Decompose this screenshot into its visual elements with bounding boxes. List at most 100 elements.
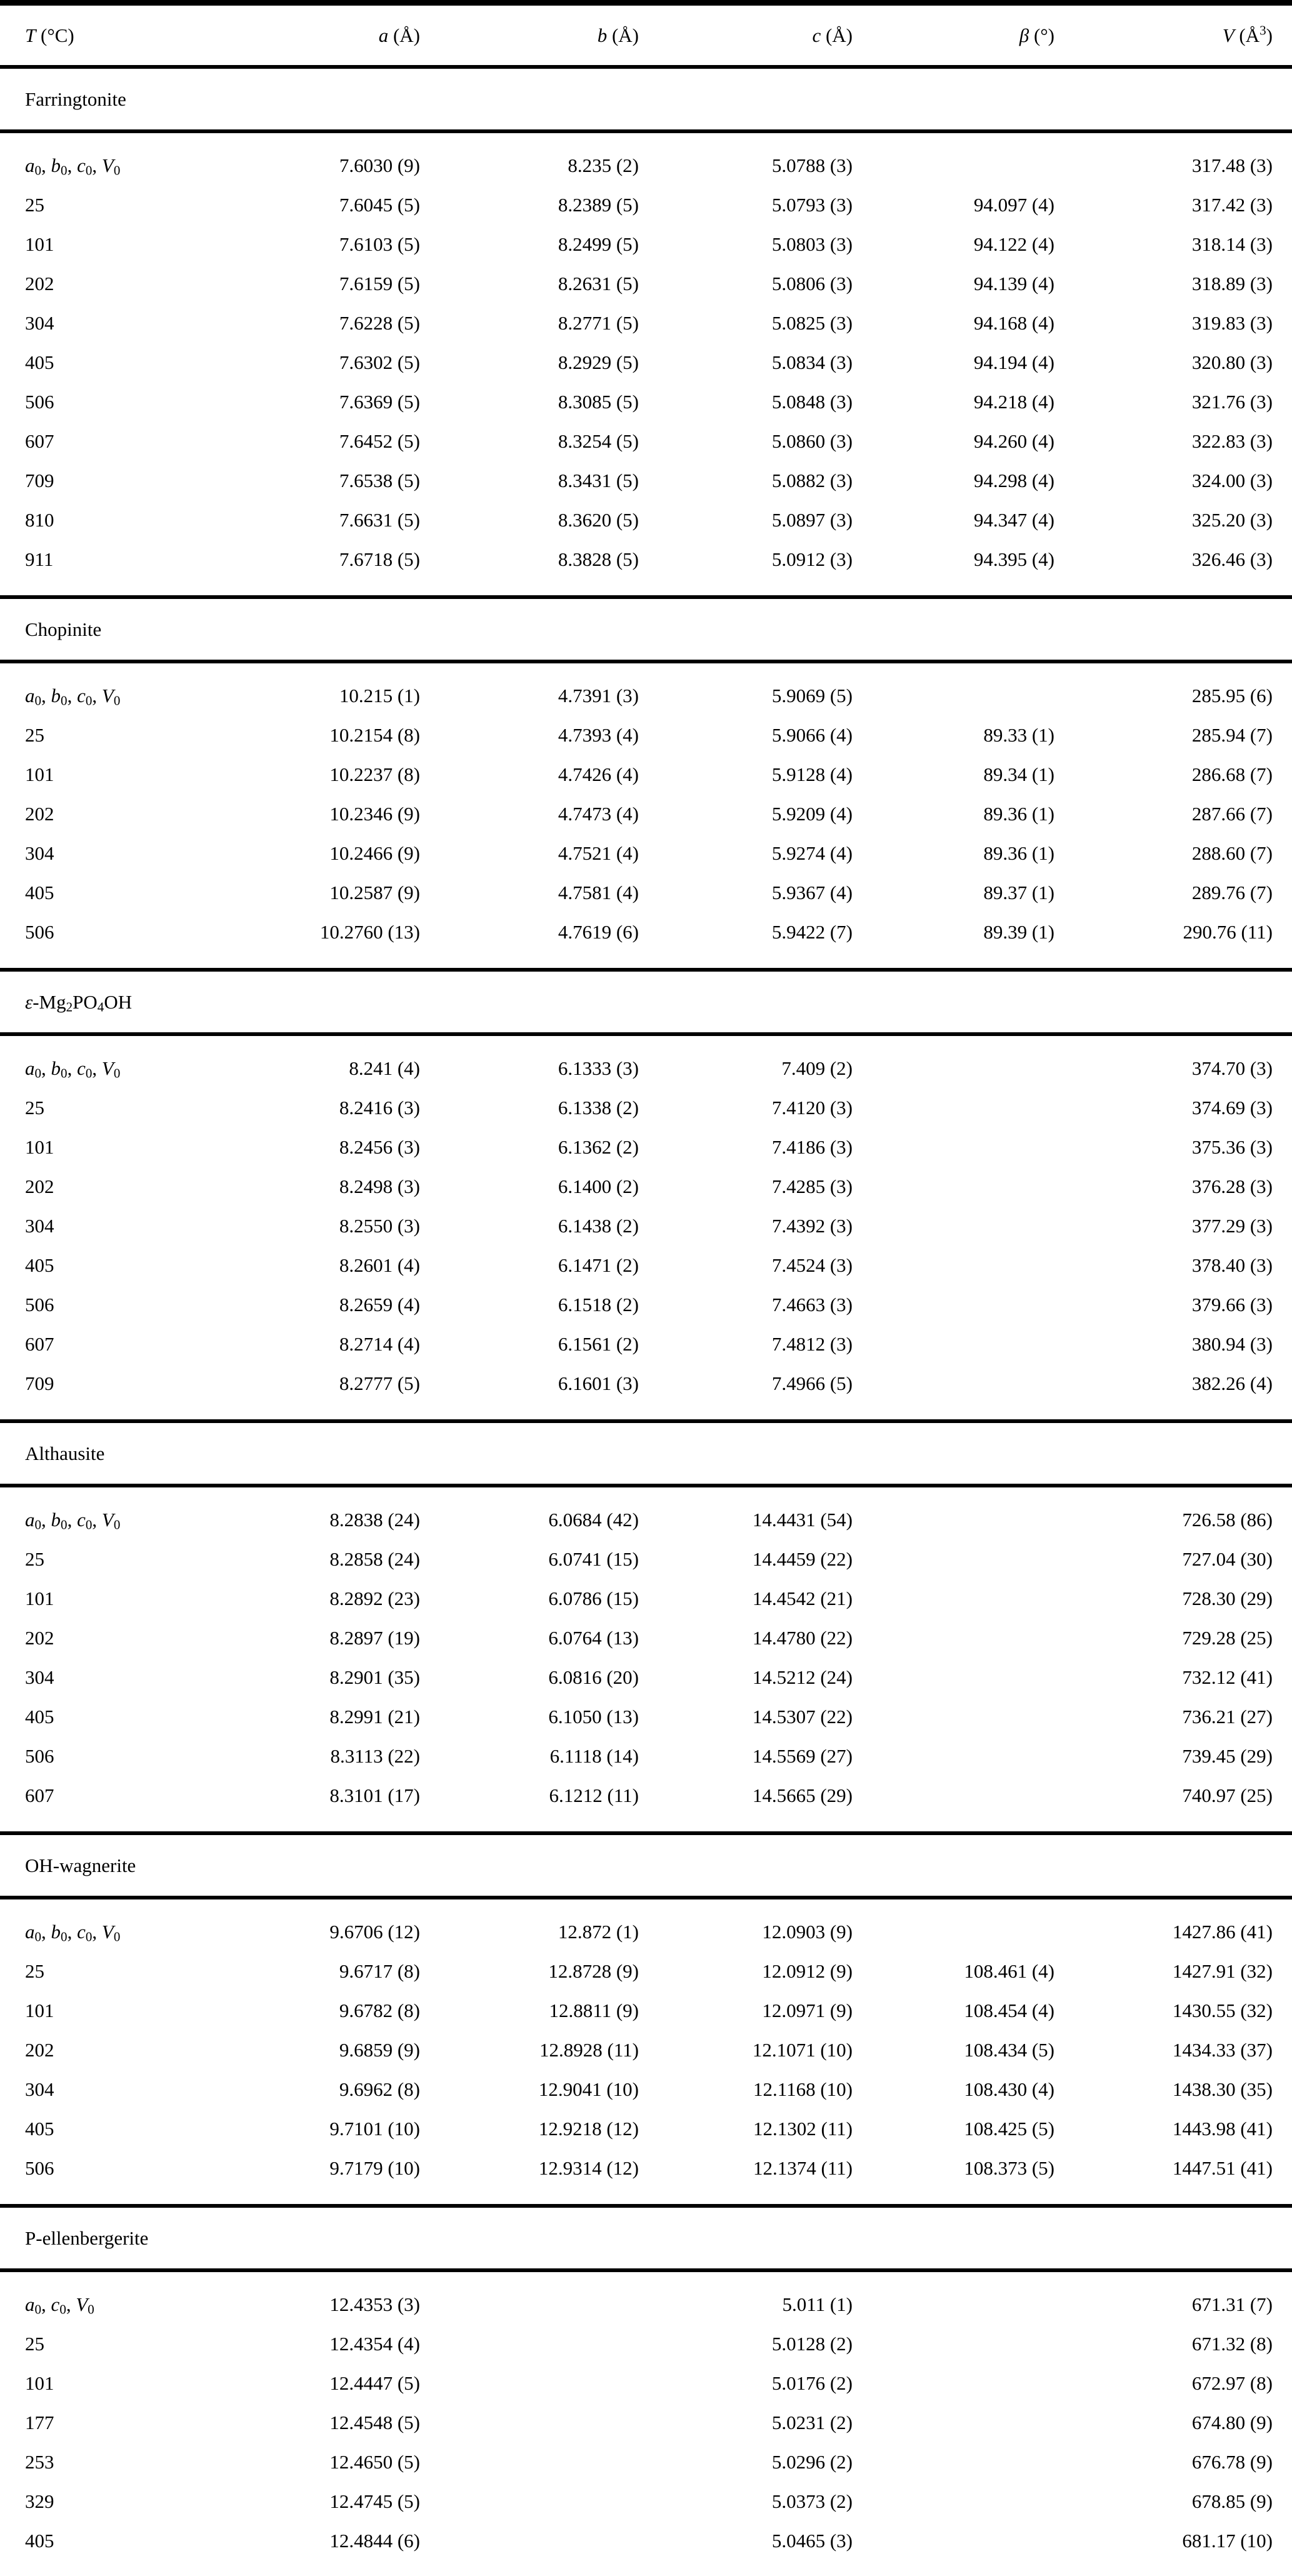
cell-b: 8.2929 (5): [558, 351, 639, 373]
cell-a: 7.6369 (5): [339, 390, 420, 413]
cell-c: 5.0803 (3): [771, 233, 853, 255]
cell-c: 5.9066 (4): [771, 723, 853, 746]
table-row: 202 7.6159 (5) 8.2631 (5) 5.0806 (3) 94.139 …: [0, 264, 1292, 303]
section-data-block: a0, b0, c0, V0 10.215 (1) 4.7391 (3) 5.9069…: [0, 663, 1292, 968]
cell-c: 5.0231 (2): [771, 2411, 853, 2433]
table-row: 304 9.6962 (8) 12.9041 (10) 12.1168 (10) 108…: [0, 2070, 1292, 2109]
cell-b: 8.2389 (5): [558, 193, 639, 216]
cell-volume: 377.29 (3): [1191, 1214, 1273, 1237]
cell-a: 12.4353 (3): [329, 2293, 420, 2315]
row-label: 101: [25, 763, 54, 785]
cell-b: 8.3431 (5): [558, 469, 639, 491]
cell-c: 7.4392 (3): [771, 1214, 853, 1237]
section-data-block: a0, b0, c0, V0 8.241 (4) 6.1333 (3) 7.409 (…: [0, 1036, 1292, 1419]
table-row: 709 7.6538 (5) 8.3431 (5) 5.0882 (3) 94.298 …: [0, 461, 1292, 500]
cell-beta: 94.122 (4): [973, 233, 1054, 255]
cell-c: 5.0296 (2): [771, 2450, 853, 2473]
cell-a: 7.6045 (5): [339, 193, 420, 216]
cell-a: 8.3101 (17): [329, 1784, 420, 1806]
table-row: 25 12.4354 (4) 5.0128 (2) 671.32 (8): [0, 2324, 1292, 2363]
cell-b: 6.1362 (2): [558, 1135, 639, 1158]
cell-b: 6.1561 (2): [558, 1332, 639, 1355]
cell-c: 5.0860 (3): [771, 430, 853, 452]
row-label: 101: [25, 1999, 54, 2021]
section-divider-rule: [0, 968, 1292, 972]
cell-c: 5.0465 (3): [771, 2529, 853, 2552]
cell-beta: 108.434 (5): [964, 2038, 1054, 2061]
section-title: P-ellenbergerite: [0, 2208, 1292, 2268]
section-divider-rule: [0, 2204, 1292, 2208]
table-row: 202 8.2897 (19) 6.0764 (13) 14.4780 (22) 729…: [0, 1618, 1292, 1658]
cell-volume: 674.80 (9): [1191, 2411, 1273, 2433]
table-row: a0, b0, c0, V0 9.6706 (12) 12.872 (1) 12.09…: [0, 1912, 1292, 1951]
cell-volume: 1438.30 (35): [1172, 2078, 1273, 2100]
cell-a: 8.2416 (3): [339, 1096, 420, 1119]
cell-a: 7.6228 (5): [339, 311, 420, 334]
cell-volume: 671.32 (8): [1191, 2332, 1273, 2355]
cell-volume: 732.12 (41): [1182, 1666, 1273, 1688]
cell-b: 4.7581 (4): [558, 881, 639, 903]
cell-c: 5.0848 (3): [771, 390, 853, 413]
section-title-rule: [0, 660, 1292, 663]
cell-c: 5.9367 (4): [771, 881, 853, 903]
cell-b: 6.0816 (20): [548, 1666, 639, 1688]
cell-volume: 288.60 (7): [1191, 842, 1273, 864]
cell-a: 9.6782 (8): [339, 1999, 420, 2021]
cell-volume: 1434.33 (37): [1172, 2038, 1273, 2061]
table-row: 405 9.7101 (10) 12.9218 (12) 12.1302 (11) 10…: [0, 2109, 1292, 2148]
cell-volume: 322.83 (3): [1191, 430, 1273, 452]
cell-b: 6.0741 (15): [548, 1547, 639, 1570]
cell-b: 12.9041 (10): [538, 2078, 639, 2100]
cell-volume: 324.00 (3): [1191, 469, 1273, 491]
cell-b: 8.3254 (5): [558, 430, 639, 452]
cell-c: 14.5665 (29): [752, 1784, 853, 1806]
row-label: 202: [25, 1626, 54, 1649]
cell-a: 7.6538 (5): [339, 469, 420, 491]
cell-b: 8.235 (2): [568, 154, 639, 176]
cell-beta: 89.39 (1): [983, 920, 1054, 943]
row-label: 101: [25, 2372, 54, 2394]
cell-volume: 379.66 (3): [1191, 1293, 1273, 1316]
cell-b: 6.0764 (13): [548, 1626, 639, 1649]
row-label: 607: [25, 1332, 54, 1355]
cell-volume: 285.94 (7): [1191, 723, 1273, 746]
row-label: a0, b0, c0, V0: [25, 684, 121, 708]
cell-c: 12.1071 (10): [752, 2038, 853, 2061]
cell-a: 7.6631 (5): [339, 508, 420, 531]
cell-beta: 94.194 (4): [973, 351, 1054, 373]
cell-beta: 94.168 (4): [973, 311, 1054, 334]
cell-a: 12.4354 (4): [329, 2332, 420, 2355]
cell-volume: 1430.55 (32): [1172, 1999, 1273, 2021]
row-label: 506: [25, 1744, 54, 1767]
table-row: 202 8.2498 (3) 6.1400 (2) 7.4285 (3) 376.28 …: [0, 1167, 1292, 1206]
row-label: 607: [25, 1784, 54, 1806]
row-label: 405: [25, 881, 54, 903]
cell-b: 4.7393 (4): [558, 723, 639, 746]
cell-b: 12.8928 (11): [539, 2038, 639, 2061]
row-label: 506: [25, 1293, 54, 1316]
cell-c: 5.9422 (7): [771, 920, 853, 943]
cell-c: 5.0897 (3): [771, 508, 853, 531]
section-title: Farringtonite: [0, 69, 1292, 129]
cell-beta: 108.454 (4): [964, 1999, 1054, 2021]
cell-beta: 94.347 (4): [973, 508, 1054, 531]
table-row: 101 9.6782 (8) 12.8811 (9) 12.0971 (9) 108.4…: [0, 1991, 1292, 2030]
row-label: 405: [25, 1254, 54, 1276]
table-row: 101 12.4447 (5) 5.0176 (2) 672.97 (8): [0, 2363, 1292, 2403]
cell-a: 9.6706 (12): [329, 1920, 420, 1943]
cell-b: 8.2499 (5): [558, 233, 639, 255]
row-label: 304: [25, 1666, 54, 1688]
table-row: 506 9.7179 (10) 12.9314 (12) 12.1374 (11) 10…: [0, 2148, 1292, 2188]
row-label: 177: [25, 2411, 54, 2433]
row-label: 506: [25, 390, 54, 413]
cell-beta: 108.430 (4): [964, 2078, 1054, 2100]
cell-c: 5.0788 (3): [771, 154, 853, 176]
cell-a: 9.6962 (8): [339, 2078, 420, 2100]
cell-b: 6.1212 (11): [549, 1784, 639, 1806]
cell-volume: 317.48 (3): [1191, 154, 1273, 176]
table-row: 202 9.6859 (9) 12.8928 (11) 12.1071 (10) 108…: [0, 2030, 1292, 2070]
cell-c: 7.4120 (3): [771, 1096, 853, 1119]
row-label: a0, b0, c0, V0: [25, 154, 121, 178]
cell-a: 8.2901 (35): [329, 1666, 420, 1688]
cell-beta: 108.373 (5): [964, 2156, 1054, 2179]
